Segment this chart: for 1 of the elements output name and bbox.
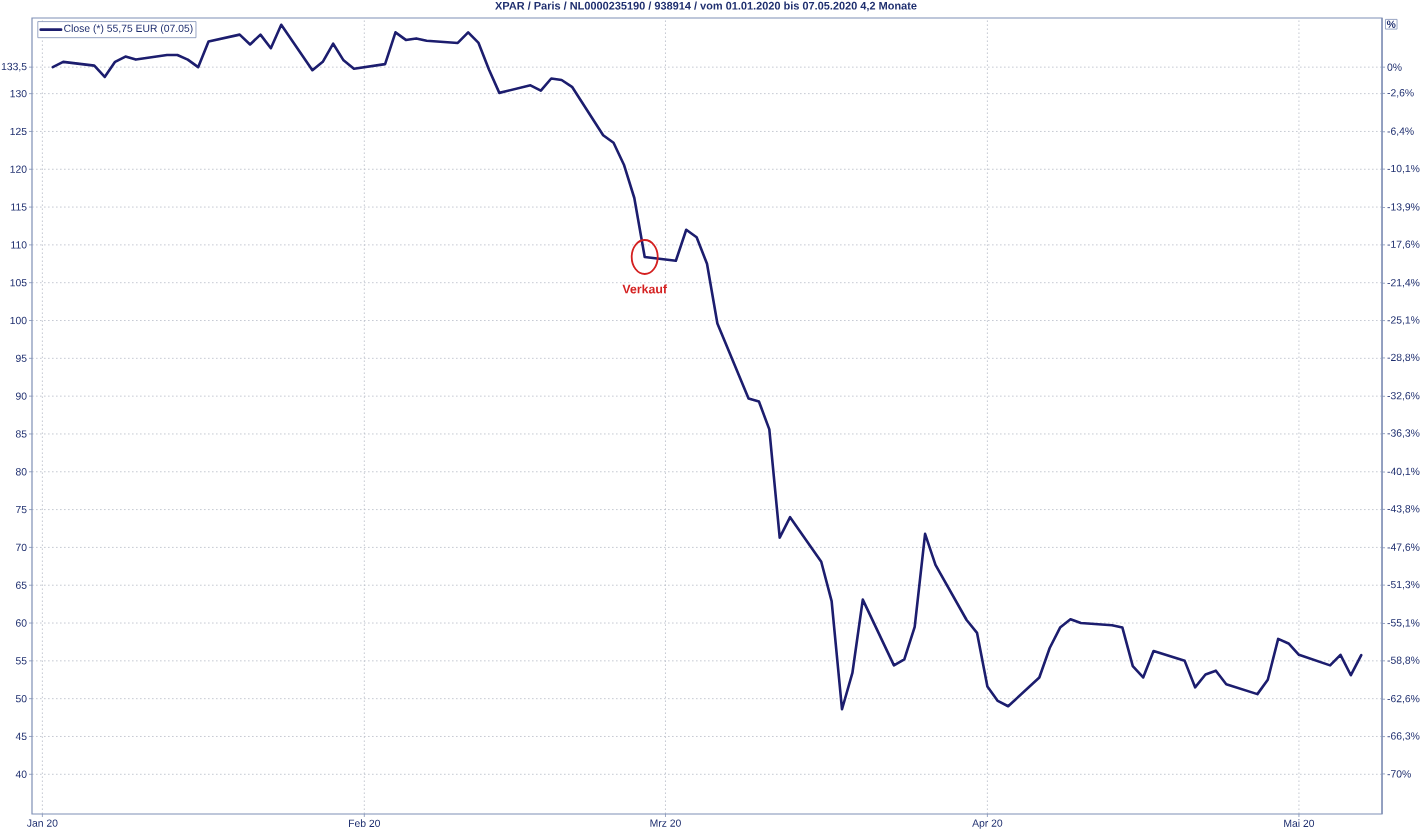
line-series [51, 23, 1363, 711]
